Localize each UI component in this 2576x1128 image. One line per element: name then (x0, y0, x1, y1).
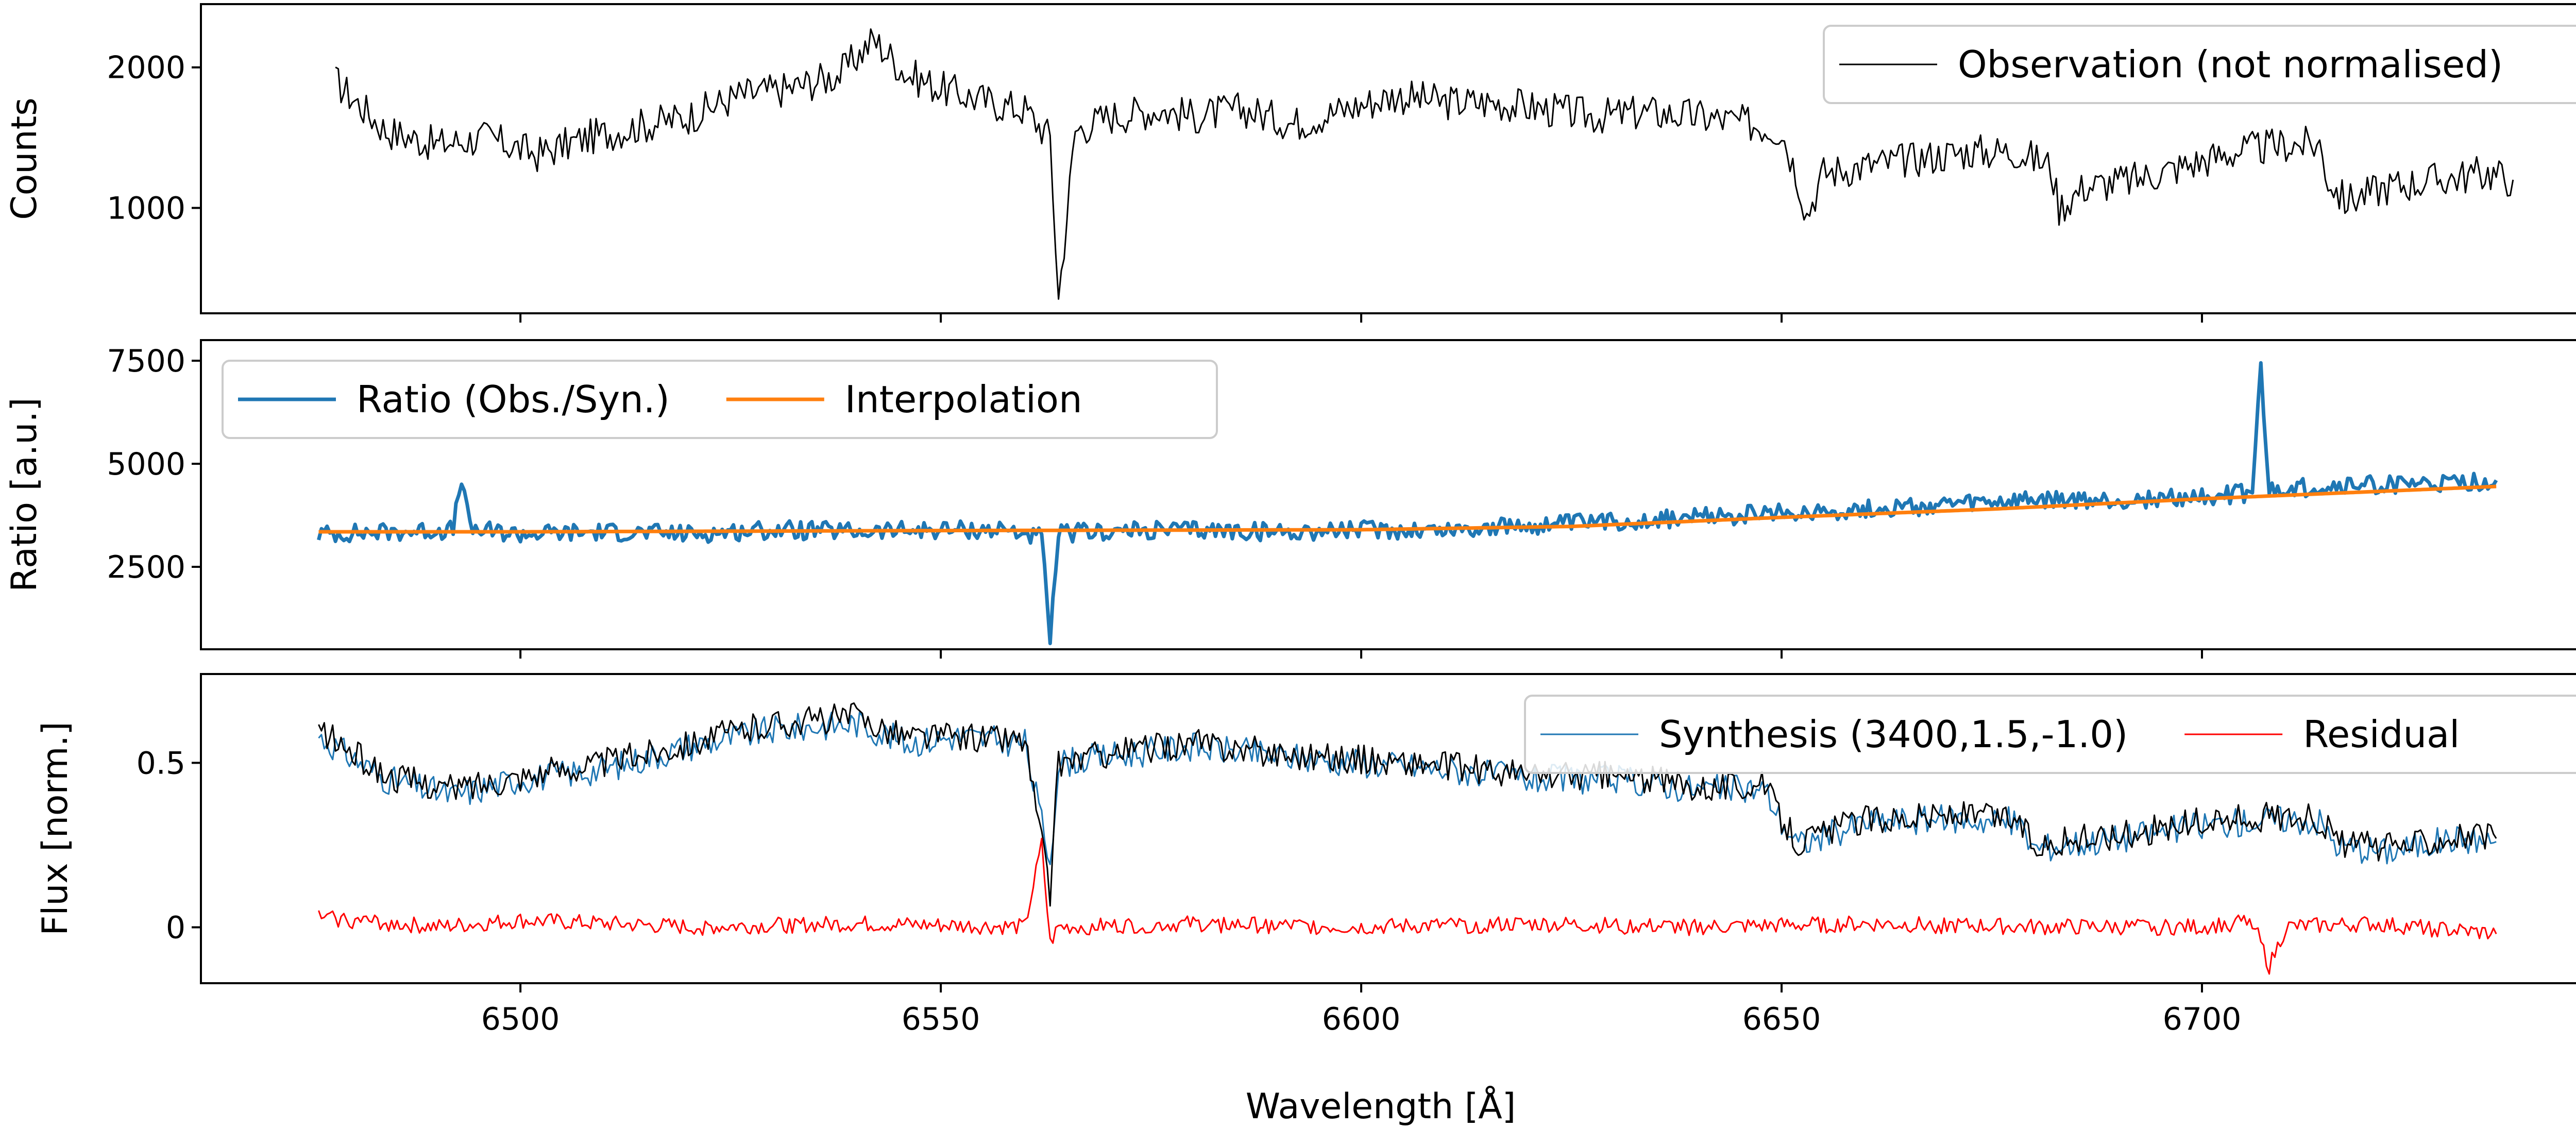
x-tick-label: 6500 (481, 1001, 560, 1037)
legend-label: Observation (not normalised) (1958, 43, 2503, 86)
panel-frame (200, 3, 2576, 314)
legend-label: Ratio (Obs./Syn.) (357, 378, 670, 421)
panel-observation: 1000 2000 Counts Observation (not normali… (4, 3, 2576, 323)
x-tick-label: 6700 (2163, 1001, 2242, 1037)
legend-label: Synthesis (3400,1.5,-1.0) (1659, 713, 2128, 756)
axis-ticks: 2500 5000 7500 (107, 343, 2204, 659)
data-lines (317, 361, 2498, 646)
series-line (318, 837, 2497, 975)
y-tick-label: 5000 (107, 446, 185, 482)
axis-ticks: 00.5650065506600665067006750 (137, 745, 2242, 1037)
y-tick-label: 2500 (107, 549, 185, 585)
legend-label: Residual (2303, 713, 2460, 756)
panel-frame (200, 339, 2576, 650)
legend-frame (1823, 25, 2576, 104)
legend-frame (222, 360, 1218, 439)
y-tick-label: 0.5 (137, 745, 185, 781)
series-line (318, 484, 2497, 534)
x-tick-label: 6550 (902, 1001, 980, 1037)
x-axis-label: Wavelength [Å] (1246, 1085, 1516, 1127)
y-axis-label: Flux [norm.] (35, 721, 76, 935)
legend: Observation (not normalised) (1823, 25, 2576, 104)
legend: Ratio (Obs./Syn.) Interpolation (222, 360, 1218, 439)
series-line (318, 702, 2497, 907)
x-tick-label: 6600 (1322, 1001, 1401, 1037)
y-tick-label: 0 (166, 910, 185, 946)
data-lines (335, 28, 2514, 300)
y-axis-label: Counts (4, 97, 45, 220)
y-tick-label: 7500 (107, 343, 185, 379)
axis-ticks: 1000 2000 (107, 50, 2204, 323)
panel-frame (200, 673, 2576, 984)
data-lines (318, 702, 2497, 975)
y-axis-label: Ratio [a.u.] (4, 397, 45, 592)
panel-flux: 00.5650065506600665067006750 Flux [norm.… (35, 673, 2576, 1127)
panel-ratio: 2500 5000 7500 Ratio [a.u.] Ratio (Obs./Sy… (4, 339, 2576, 659)
legend-frame (1524, 695, 2576, 774)
x-tick-label: 6650 (1742, 1001, 1821, 1037)
y-tick-label: 1000 (107, 190, 185, 226)
series-line (335, 28, 2514, 300)
y-tick-label: 2000 (107, 50, 185, 86)
legend-label: Interpolation (845, 378, 1082, 421)
legend: Synthesis (3400,1.5,-1.0) Residual (1524, 695, 2576, 774)
